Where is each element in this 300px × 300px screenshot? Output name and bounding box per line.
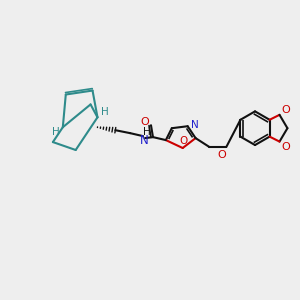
Text: N: N [140, 134, 148, 147]
Text: H: H [143, 127, 151, 137]
Text: H: H [52, 127, 60, 137]
Text: O: O [141, 117, 149, 127]
Text: O: O [281, 142, 290, 152]
Text: O: O [180, 136, 188, 146]
Text: H: H [100, 107, 108, 117]
Text: N: N [191, 120, 199, 130]
Text: O: O [281, 105, 290, 115]
Text: O: O [217, 150, 226, 160]
